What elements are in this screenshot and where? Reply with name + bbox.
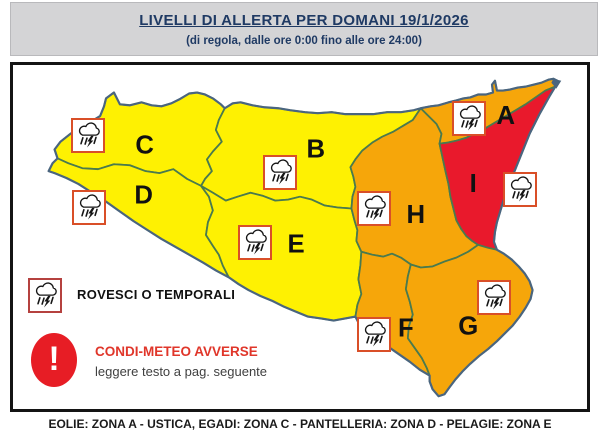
sicily-coastline [47,77,559,398]
storm-icon-legend [28,278,62,313]
cloud-rain-lightning-icon [361,195,388,222]
cloud-rain-lightning-icon [507,176,534,203]
storm-legend-label: ROVESCI O TEMPORALI [77,287,236,302]
warning-note: leggere testo a pag. seguente [95,364,268,379]
cloud-rain-lightning-icon [242,229,269,256]
zone-label-a: A [497,102,516,130]
zone-label-c: C [135,132,154,160]
cloud-rain-lightning-icon [75,122,102,149]
storm-icon-zone-a [452,101,486,136]
warning-title: CONDI-METEO AVVERSE [95,344,258,359]
zone-label-g: G [458,312,478,340]
storm-icon-zone-g [477,280,511,315]
storm-icon-zone-f [357,317,391,352]
zone-label-i: I [470,170,477,198]
cloud-rain-lightning-icon [32,282,59,309]
zone-label-d: D [134,182,153,210]
storm-icon-zone-d [72,190,106,225]
header-banner: LIVELLI DI ALLERTA PER DOMANI 19/1/2026 … [10,2,598,56]
cloud-rain-lightning-icon [361,321,388,348]
cloud-rain-lightning-icon [76,194,103,221]
exclamation-glyph: ! [48,340,60,378]
cloud-rain-lightning-icon [267,159,294,186]
storm-icon-zone-b [263,155,297,190]
page-subtitle: (di regola, dalle ore 0:00 fino alle ore… [186,34,422,47]
sicily-map-panel: C B A D E H I F G ROVESCI O TEMPORALI ! … [10,62,590,412]
zone-label-b: B [307,135,326,163]
cloud-rain-lightning-icon [481,284,508,311]
storm-icon-zone-h [357,191,391,226]
storm-icon-zone-c [71,118,105,153]
page-title: LIVELLI DI ALLERTA PER DOMANI 19/1/2026 [139,11,469,29]
storm-icon-zone-i [503,172,537,207]
zone-label-f: F [398,314,414,342]
zone-label-h: H [407,201,426,229]
storm-icon-zone-e [238,225,272,260]
cloud-rain-lightning-icon [456,105,483,132]
islands-note: EOLIE: ZONA A - USTICA, EGADI: ZONA C - … [48,417,552,431]
exclamation-circle-icon: ! [31,333,77,387]
zone-label-e: E [287,231,304,259]
